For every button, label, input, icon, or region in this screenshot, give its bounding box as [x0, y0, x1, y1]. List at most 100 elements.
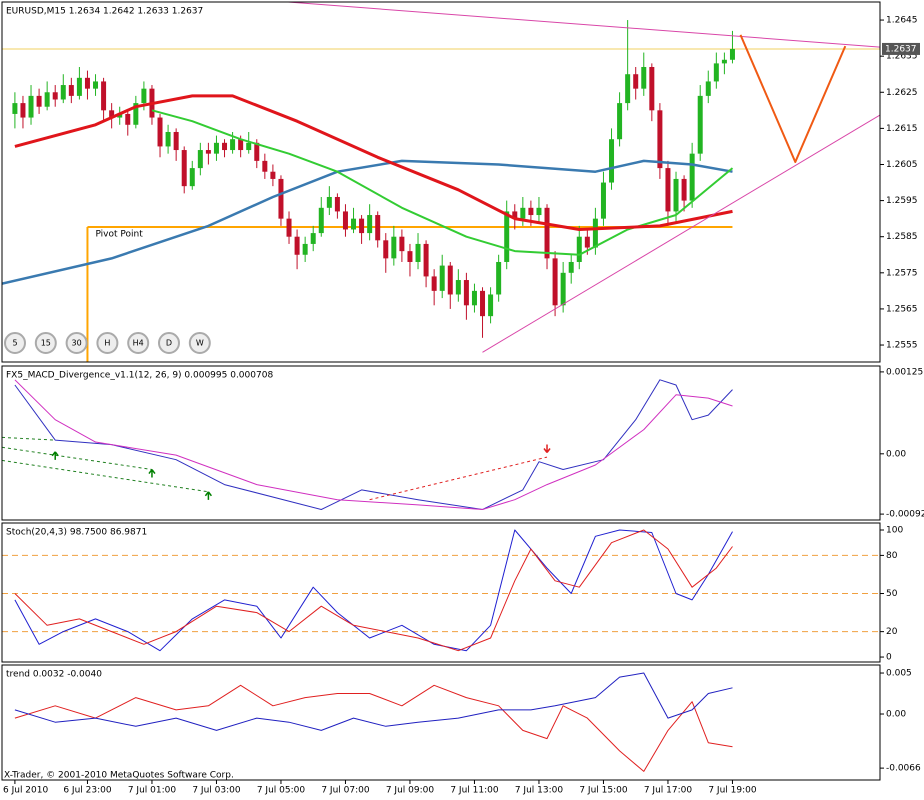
candle-body — [705, 81, 711, 96]
candle-body — [238, 139, 244, 151]
candle-body — [93, 81, 99, 89]
indicator-line — [14, 379, 733, 510]
candle-body — [423, 243, 429, 277]
candle-body — [689, 153, 695, 201]
candle-body — [568, 261, 574, 273]
candle-body — [68, 85, 74, 96]
candle-body — [222, 142, 228, 151]
candle-body — [117, 113, 123, 118]
candle-body — [439, 265, 445, 291]
y-tick-label: 1.2635 — [886, 52, 918, 62]
candle-body — [36, 95, 42, 107]
candle-body — [383, 240, 389, 259]
panel — [2, 529, 880, 652]
indicator-line — [369, 456, 548, 501]
copyright: X-Trader, © 2001-2010 MetaQuotes Softwar… — [4, 771, 234, 781]
candle-body — [165, 131, 171, 147]
timeframe-button[interactable] — [127, 332, 150, 354]
indicator-line — [2, 459, 209, 493]
y-tick-label: 80 — [886, 551, 898, 561]
candle-body — [141, 88, 147, 104]
candle-body — [729, 48, 735, 60]
timeframe-label[interactable]: 30 — [72, 339, 82, 348]
candle-body — [157, 117, 163, 147]
timeframe-label[interactable]: D — [166, 339, 172, 348]
panel-frame — [1, 365, 881, 521]
indicator-line — [2, 436, 56, 441]
y-tick-label: 1.2615 — [886, 124, 918, 134]
timeframe-button[interactable] — [65, 332, 88, 354]
indicator-line — [14, 94, 733, 231]
x-tick-label: 7 Jul 13:00 — [515, 786, 564, 796]
y-tick-label: 1.2645 — [886, 16, 918, 26]
x-tick-label: 7 Jul 15:00 — [579, 786, 628, 796]
candle-body — [76, 77, 82, 96]
timeframe-label[interactable]: H — [104, 339, 110, 348]
timeframe-label[interactable]: 15 — [41, 339, 51, 348]
y-tick-label: 0.00 — [886, 449, 906, 459]
candle-body — [12, 103, 18, 114]
pivot-label: Pivot Point — [95, 229, 143, 239]
candle-body — [60, 85, 66, 100]
candle-body — [544, 207, 550, 259]
panel: Pivot Point — [2, 2, 880, 362]
y-tick-label: 1.2555 — [886, 341, 918, 351]
candle-body — [286, 218, 292, 237]
candle-body — [84, 77, 90, 89]
timeframe-label[interactable]: W — [196, 339, 204, 348]
x-tick-label: 7 Jul 01:00 — [128, 786, 177, 796]
current-price-label: 1.2637 — [885, 44, 917, 54]
y-tick-label: -0.0066 — [886, 764, 921, 774]
x-tick-label: 7 Jul 09:00 — [386, 786, 435, 796]
timeframe-button[interactable] — [96, 332, 119, 354]
candle-body — [359, 218, 365, 234]
candle-body — [334, 196, 340, 212]
x-tick-label: 6 Jul 23:00 — [63, 786, 112, 796]
candle-body — [576, 236, 582, 262]
candle-body — [641, 66, 647, 89]
y-tick-label: 50 — [886, 589, 898, 599]
candle-body — [657, 110, 663, 169]
panel-title: trend 0.0032 -0.0040 — [6, 670, 102, 680]
candle-body — [391, 236, 397, 259]
indicator-line — [14, 672, 733, 731]
candle-body — [673, 178, 679, 212]
candle-body — [471, 290, 477, 306]
candle-body — [375, 215, 381, 241]
panel-title: EURUSD,M15 1.2634 1.2642 1.2633 1.2637 — [6, 7, 203, 17]
candle-body — [488, 294, 494, 317]
candle-body — [399, 236, 405, 252]
candle-body — [351, 218, 357, 230]
timeframe-label[interactable]: H4 — [133, 339, 144, 348]
x-tick-label: 7 Jul 05:00 — [257, 786, 306, 796]
indicator-line — [482, 114, 880, 353]
candle-body — [294, 236, 300, 255]
panel-frame — [1, 522, 881, 663]
candle-body — [270, 171, 276, 179]
y-tick-label: 1.2575 — [886, 268, 918, 278]
timeframe-button[interactable] — [4, 332, 26, 354]
timeframe-label[interactable]: 5 — [12, 339, 17, 348]
candle-body — [584, 236, 590, 248]
candle-body — [125, 113, 131, 125]
indicator-line — [2, 446, 153, 470]
candle-body — [552, 258, 558, 306]
timeframe-button[interactable] — [158, 332, 180, 354]
candle-body — [101, 81, 107, 111]
candle-body — [189, 168, 195, 187]
candle-body — [697, 95, 703, 154]
x-tick-label: 7 Jul 17:00 — [644, 786, 693, 796]
candle-body — [367, 215, 373, 234]
candle-body — [342, 211, 348, 230]
signal-arrow — [148, 469, 156, 478]
candle-body — [44, 92, 50, 107]
timeframe-button[interactable] — [188, 332, 211, 354]
candle-body — [536, 207, 542, 216]
timeframe-button[interactable] — [34, 332, 57, 354]
y-tick-label: 1.2565 — [886, 304, 918, 314]
candle-body — [496, 261, 502, 295]
panel — [14, 672, 733, 772]
x-tick-label: 7 Jul 03:00 — [192, 786, 241, 796]
candle-body — [197, 150, 203, 169]
